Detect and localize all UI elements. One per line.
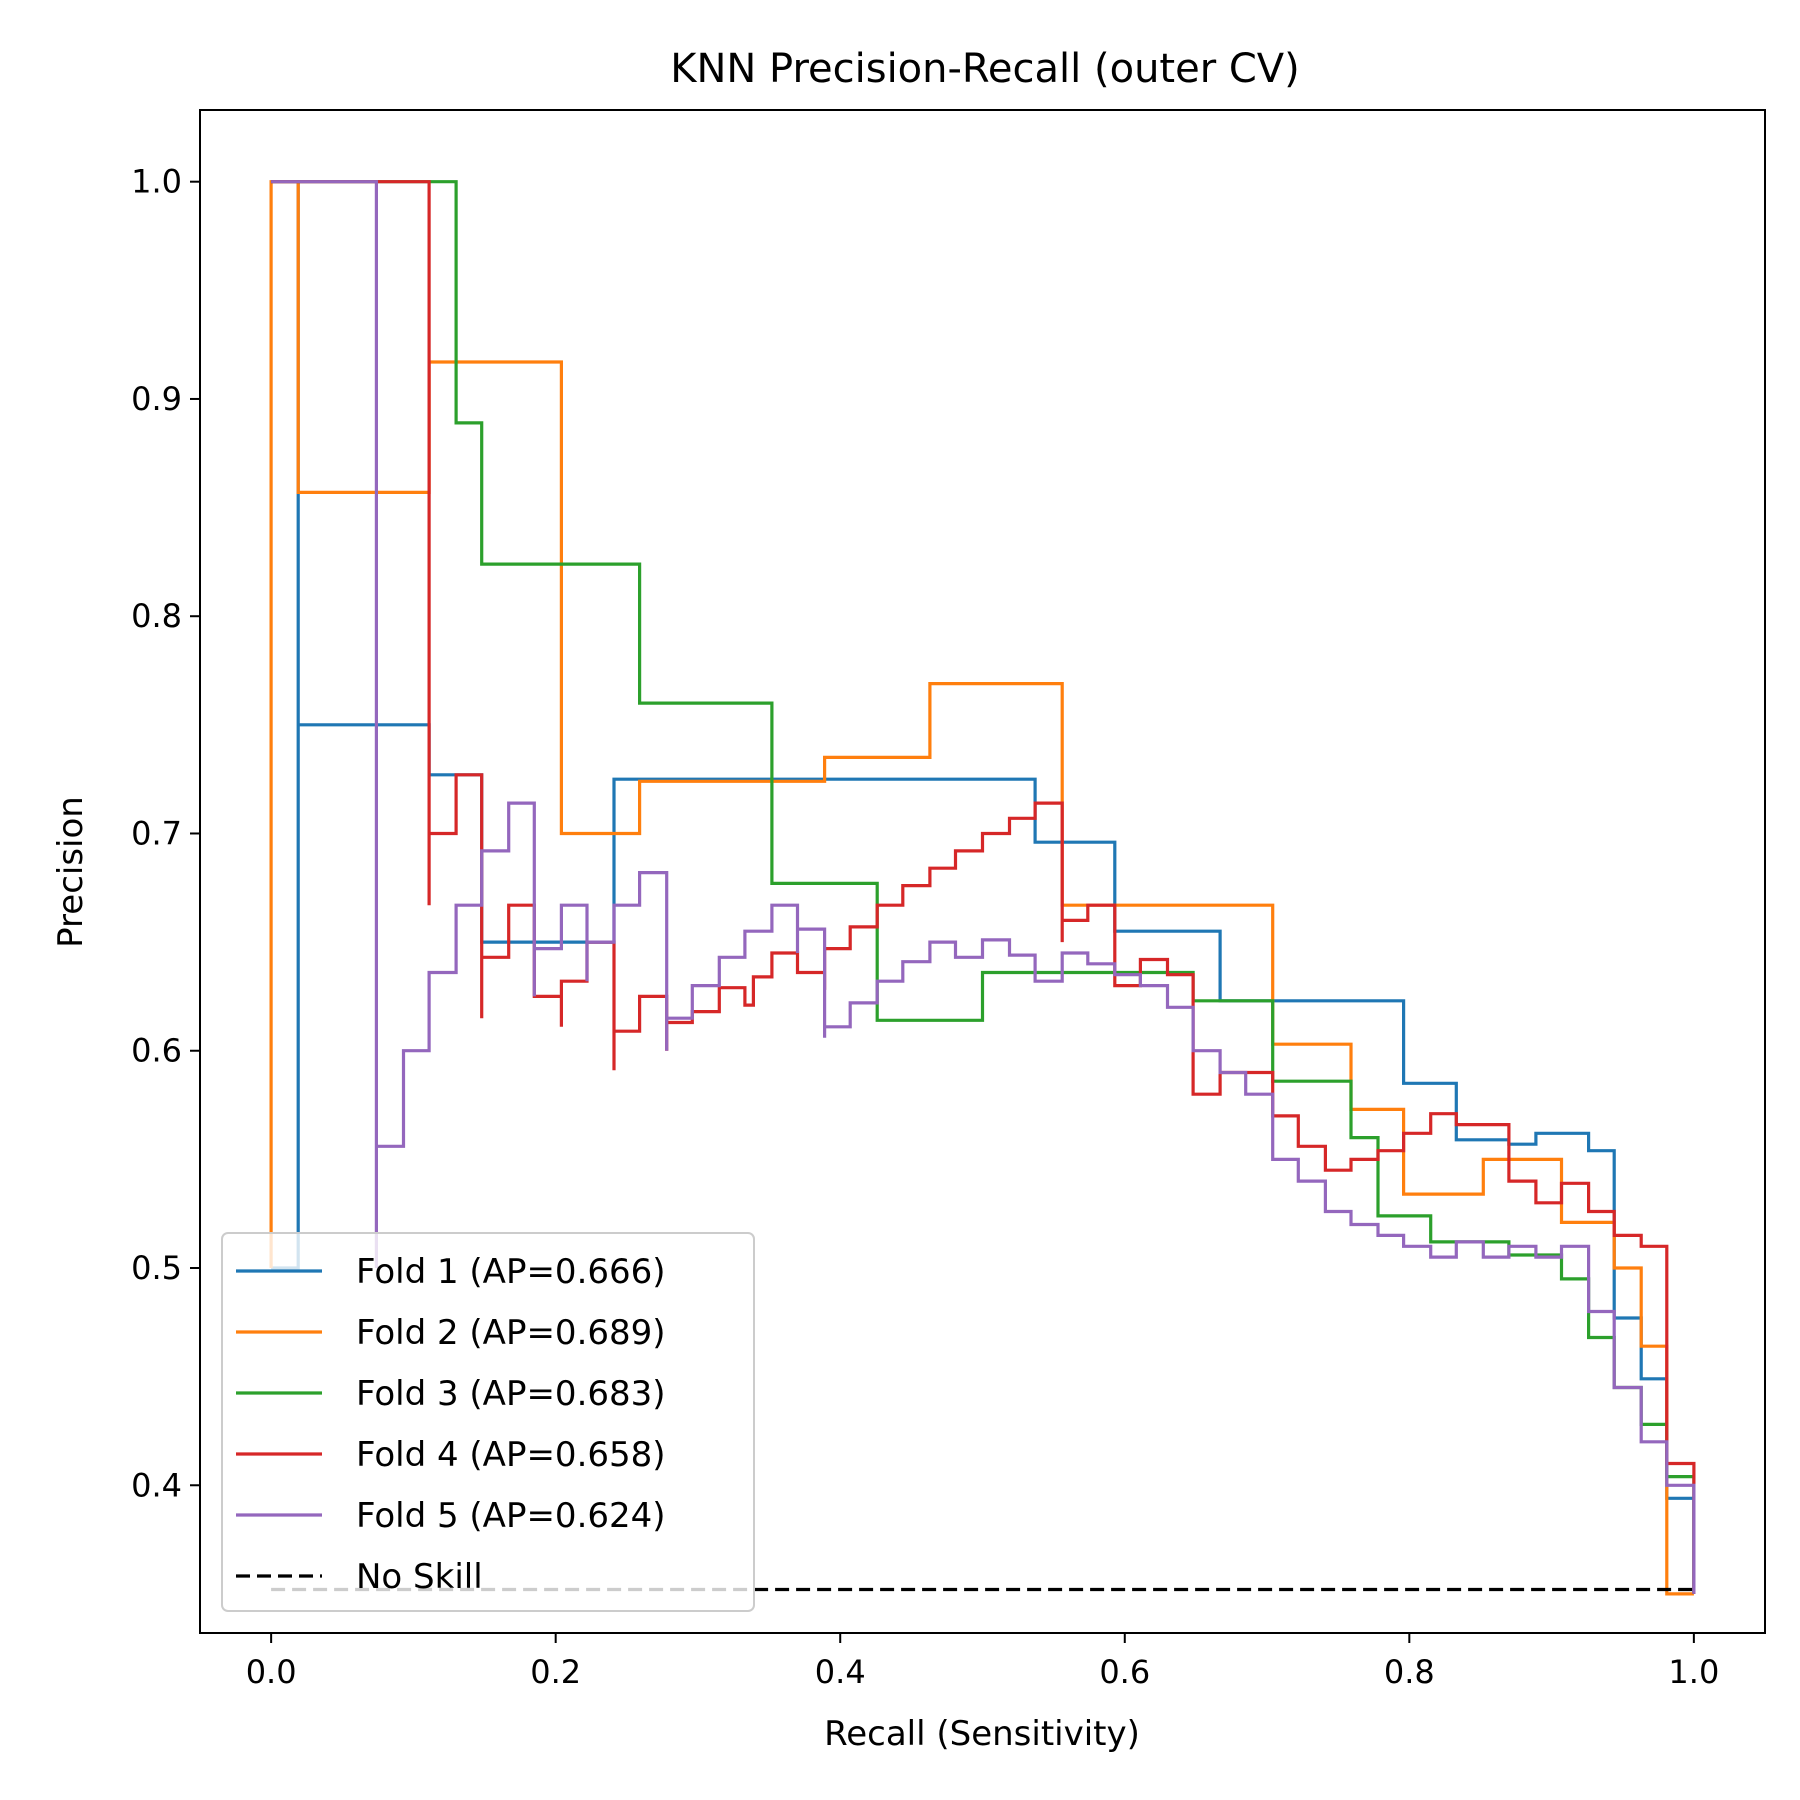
legend-label: Fold 1 (AP=0.666) <box>356 1252 666 1292</box>
y-tick-label: 0.7 <box>131 814 182 852</box>
series-line-fold-5 <box>271 180 1696 1594</box>
legend-label: Fold 5 (AP=0.624) <box>356 1496 666 1536</box>
x-tick-label: 0.4 <box>815 1653 866 1691</box>
x-tick-label: 0.2 <box>530 1653 581 1691</box>
tick-layer: 0.0 0.2 0.4 0.6 0.8 1.0 0.4 0.5 0.6 0.7 0.8 0.9 1.0 <box>131 163 1719 1691</box>
axes-frame <box>199 109 1766 1634</box>
legend-label: Fold 2 (AP=0.689) <box>356 1313 666 1353</box>
legend-box <box>221 1232 755 1612</box>
y-tick-label: 0.6 <box>131 1032 182 1070</box>
x-tick-label: 0.8 <box>1384 1653 1435 1691</box>
x-tick-label: 0.6 <box>1099 1653 1150 1691</box>
legend: Fold 1 (AP=0.666) Fold 2 (AP=0.689) Fold 3… <box>221 1232 755 1612</box>
y-tick-label: 0.9 <box>131 380 182 418</box>
y-tick-label: 0.5 <box>131 1249 182 1287</box>
legend-label: Fold 4 (AP=0.658) <box>356 1435 666 1475</box>
y-tick-label: 0.4 <box>131 1466 182 1504</box>
y-axis-label: Precision <box>51 796 91 948</box>
x-tick-label: 0.0 <box>246 1653 297 1691</box>
y-tick-label: 0.8 <box>131 597 182 635</box>
x-axis-label: Recall (Sensitivity) <box>824 1714 1140 1754</box>
legend-label: Fold 3 (AP=0.683) <box>356 1374 666 1414</box>
series-line-fold-2 <box>269 180 1694 1596</box>
x-tick-label: 1.0 <box>1668 1653 1719 1691</box>
y-tick-label: 1.0 <box>131 163 182 201</box>
plot-area <box>269 180 1696 1596</box>
chart-title: KNN Precision-Recall (outer CV) <box>670 46 1300 92</box>
legend-label: No Skill <box>356 1557 483 1597</box>
